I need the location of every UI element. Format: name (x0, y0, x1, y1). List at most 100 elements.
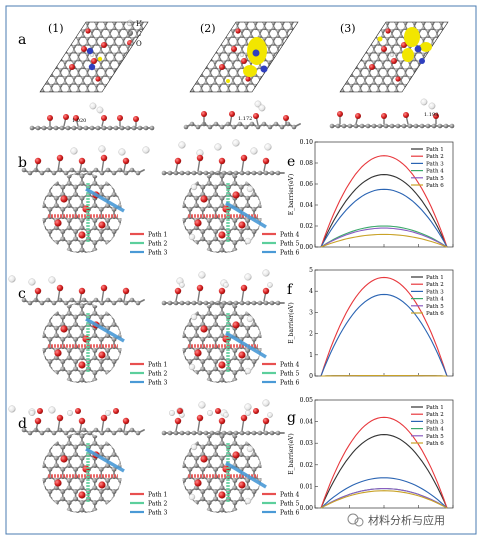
bond (301, 75, 306, 78)
carbon-atom (222, 34, 225, 37)
carbon-atom (449, 89, 452, 92)
bond (37, 239, 43, 243)
bond (451, 75, 456, 78)
bond (433, 83, 438, 86)
carbon-atom (80, 151, 85, 156)
carbon-atom (299, 27, 302, 30)
bond (146, 83, 151, 86)
bond (419, 75, 424, 78)
carbon-atom (149, 68, 152, 71)
carbon-atom (200, 42, 203, 45)
carbon-atom (162, 81, 165, 84)
bond (188, 44, 193, 47)
bond (65, 21, 70, 24)
carbon-atom (323, 37, 326, 40)
bond (278, 67, 283, 70)
carbon-atom (86, 162, 91, 167)
bond (47, 36, 52, 39)
bond (215, 36, 220, 39)
bond (342, 67, 347, 70)
bond (140, 217, 146, 221)
carbon-atom (105, 262, 110, 267)
oxygen-atom (98, 221, 105, 228)
carbon-atom (458, 73, 461, 76)
carbon-atom (377, 21, 380, 24)
bond (174, 21, 179, 24)
bond (280, 161, 286, 165)
carbon-atom (67, 225, 72, 230)
bond (369, 36, 374, 39)
carbon-atom (92, 218, 97, 223)
carbon-atom (285, 50, 288, 53)
carbon-atom (118, 225, 123, 230)
bond (124, 83, 129, 86)
bond (31, 228, 37, 232)
carbon-atom (27, 92, 30, 95)
bond (137, 52, 142, 55)
bond (60, 52, 65, 55)
carbon-atom (35, 251, 40, 256)
bond (42, 60, 47, 63)
bond (128, 75, 133, 78)
carbon-atom (303, 19, 306, 22)
carbon-atom (413, 84, 416, 87)
bond (76, 261, 82, 265)
bond (164, 183, 170, 187)
carbon-atom (399, 60, 402, 63)
carbon-atom (377, 27, 380, 30)
bond (360, 36, 365, 39)
bond (33, 21, 38, 24)
bond (51, 44, 56, 47)
bond (333, 60, 338, 63)
bond (351, 36, 356, 39)
carbon-atom (124, 229, 129, 234)
carbon-atom (182, 73, 185, 76)
carbon-atom (359, 37, 362, 40)
bond (31, 261, 37, 265)
bond (296, 28, 301, 31)
bond (260, 150, 266, 154)
carbon-atom (281, 73, 284, 76)
carbon-atom (294, 60, 297, 63)
bond (374, 28, 379, 31)
bond (155, 52, 160, 55)
bond (201, 44, 206, 47)
carbon-atom (149, 27, 152, 30)
carbon-atom (227, 84, 230, 87)
bond (146, 75, 151, 78)
bond (63, 161, 69, 165)
bond (95, 261, 101, 265)
carbon-atom (28, 151, 33, 156)
bond (42, 36, 47, 39)
bond (179, 21, 184, 24)
bond (342, 67, 347, 70)
carbon-atom (186, 92, 189, 95)
carbon-atom (267, 29, 270, 32)
carbon-atom (368, 84, 371, 87)
carbon-atom (118, 240, 123, 245)
carbon-atom (80, 270, 85, 275)
bond (192, 28, 197, 31)
bond (183, 67, 188, 70)
bond (115, 75, 120, 78)
carbon-atom (86, 84, 89, 87)
bond (437, 44, 442, 47)
carbon-atom (395, 42, 398, 45)
bond (95, 161, 101, 165)
carbon-atom (290, 84, 293, 87)
bond (329, 52, 334, 55)
bond (140, 228, 146, 232)
oxygen-atom (369, 64, 375, 70)
bond (76, 272, 82, 276)
oxygen-atom (35, 158, 41, 164)
bond (329, 60, 334, 63)
bond (287, 52, 292, 55)
bond (120, 239, 126, 243)
bond (342, 36, 347, 39)
bond (206, 44, 211, 47)
carbon-atom (399, 81, 402, 84)
bond (146, 172, 152, 176)
carbon-atom (35, 207, 40, 212)
carbon-atom (417, 76, 420, 79)
carbon-atom (386, 68, 389, 71)
